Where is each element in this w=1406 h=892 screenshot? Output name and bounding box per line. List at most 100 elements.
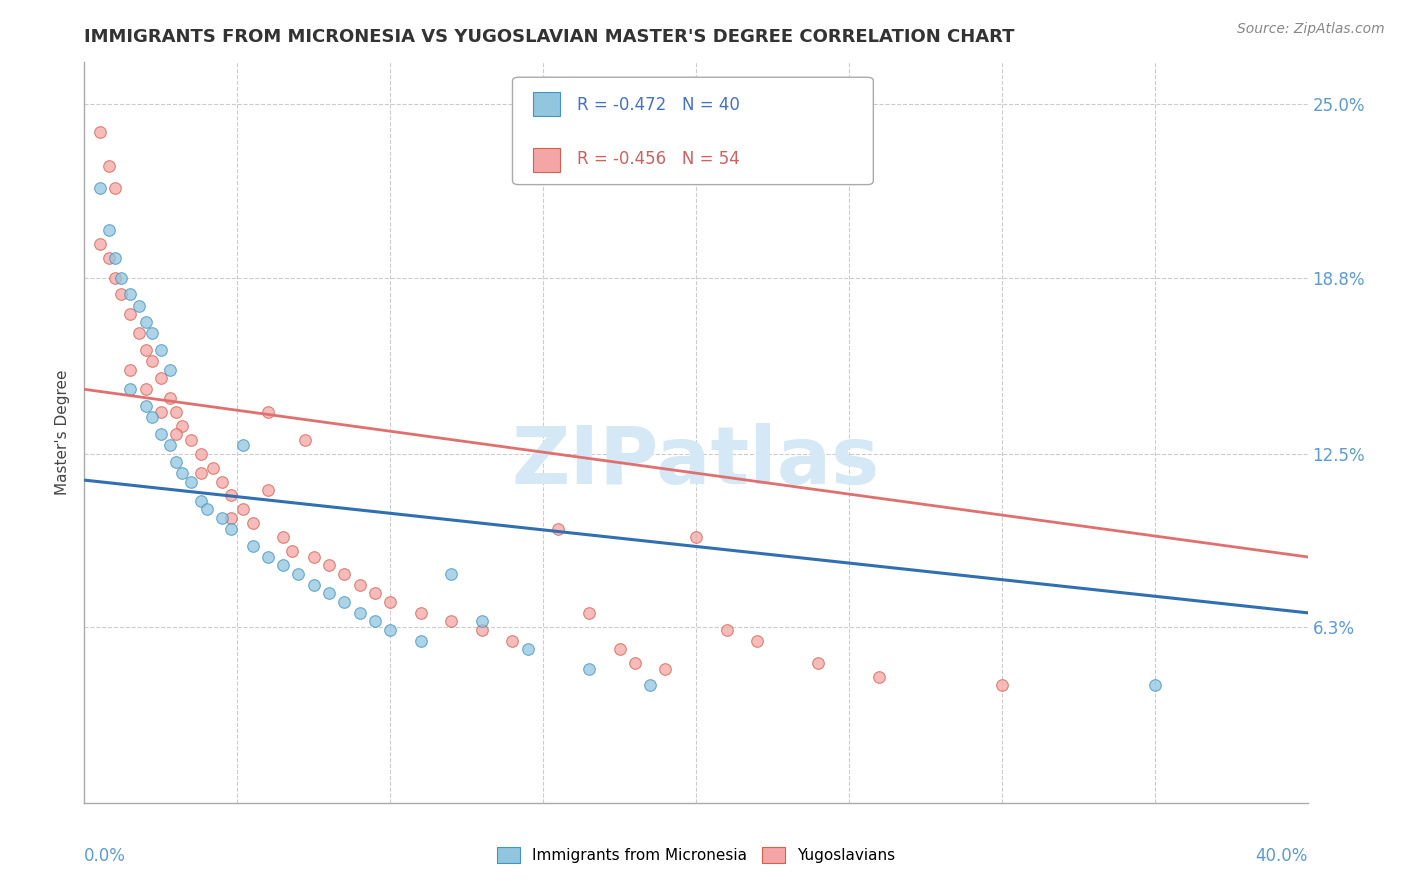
Point: [257, 405, 280, 419]
Point: [333, 594, 356, 608]
Y-axis label: Master's Degree: Master's Degree: [55, 370, 70, 495]
Point: [991, 678, 1014, 692]
Point: [364, 586, 387, 600]
FancyBboxPatch shape: [533, 92, 560, 117]
Text: 0.0%: 0.0%: [84, 847, 127, 865]
Text: R = -0.472   N = 40: R = -0.472 N = 40: [578, 95, 740, 113]
Point: [349, 606, 371, 620]
Point: [104, 270, 127, 285]
Point: [135, 343, 157, 358]
Point: [128, 326, 150, 341]
Point: [440, 614, 463, 628]
Text: IMMIGRANTS FROM MICRONESIA VS YUGOSLAVIAN MASTER'S DEGREE CORRELATION CHART: IMMIGRANTS FROM MICRONESIA VS YUGOSLAVIA…: [84, 28, 1015, 45]
Text: 40.0%: 40.0%: [1256, 847, 1308, 865]
Point: [172, 418, 194, 433]
Point: [195, 502, 218, 516]
Point: [547, 522, 569, 536]
Point: [104, 181, 127, 195]
Point: [349, 578, 371, 592]
Point: [716, 623, 738, 637]
Point: [149, 371, 172, 385]
Point: [190, 446, 212, 460]
Point: [318, 586, 340, 600]
Point: [120, 382, 142, 396]
Point: [120, 307, 142, 321]
Point: [201, 460, 224, 475]
Point: [516, 642, 538, 657]
Point: [141, 354, 163, 368]
Text: ZIPatlas: ZIPatlas: [512, 423, 880, 501]
Point: [149, 405, 172, 419]
Point: [211, 475, 233, 489]
FancyBboxPatch shape: [533, 147, 560, 172]
Point: [471, 614, 494, 628]
Point: [149, 427, 172, 442]
Point: [287, 566, 309, 581]
Point: [165, 427, 187, 442]
Point: [654, 662, 676, 676]
Point: [440, 566, 463, 581]
Point: [141, 326, 163, 341]
Point: [242, 539, 264, 553]
Point: [219, 522, 242, 536]
Point: [135, 315, 157, 329]
Point: [807, 656, 830, 670]
Point: [180, 475, 202, 489]
Point: [471, 623, 494, 637]
Point: [172, 466, 194, 480]
Point: [219, 511, 242, 525]
Point: [211, 511, 233, 525]
Point: [110, 287, 132, 301]
Point: [159, 391, 181, 405]
Point: [219, 488, 242, 502]
Point: [624, 656, 647, 670]
Point: [685, 530, 707, 544]
Point: [190, 466, 212, 480]
Point: [89, 237, 111, 252]
Point: [159, 438, 181, 452]
Point: [578, 662, 600, 676]
Point: [110, 270, 132, 285]
Point: [242, 516, 264, 531]
Point: [120, 363, 142, 377]
Point: [190, 494, 212, 508]
Point: [409, 606, 432, 620]
Point: [578, 606, 600, 620]
Point: [180, 433, 202, 447]
Point: [232, 502, 254, 516]
Point: [281, 544, 304, 558]
Point: [89, 181, 111, 195]
Point: [302, 578, 325, 592]
Point: [294, 433, 316, 447]
Point: [257, 549, 280, 564]
Point: [333, 566, 356, 581]
Point: [135, 399, 157, 413]
Point: [271, 558, 294, 573]
Point: [747, 633, 769, 648]
Point: [380, 623, 402, 637]
Point: [1143, 678, 1166, 692]
Point: [638, 678, 661, 692]
Point: [89, 125, 111, 139]
Point: [609, 642, 631, 657]
Point: [318, 558, 340, 573]
Point: [97, 159, 120, 173]
Point: [104, 251, 127, 265]
Point: [232, 438, 254, 452]
Point: [120, 287, 142, 301]
Text: Source: ZipAtlas.com: Source: ZipAtlas.com: [1237, 22, 1385, 37]
Legend: Immigrants from Micronesia, Yugoslavians: Immigrants from Micronesia, Yugoslavians: [491, 841, 901, 869]
Point: [271, 530, 294, 544]
Point: [502, 633, 524, 648]
Point: [302, 549, 325, 564]
Point: [869, 670, 891, 684]
Point: [364, 614, 387, 628]
Point: [165, 455, 187, 469]
Point: [409, 633, 432, 648]
Point: [128, 298, 150, 312]
Point: [380, 594, 402, 608]
Point: [97, 223, 120, 237]
Point: [135, 382, 157, 396]
FancyBboxPatch shape: [513, 78, 873, 185]
Point: [165, 405, 187, 419]
